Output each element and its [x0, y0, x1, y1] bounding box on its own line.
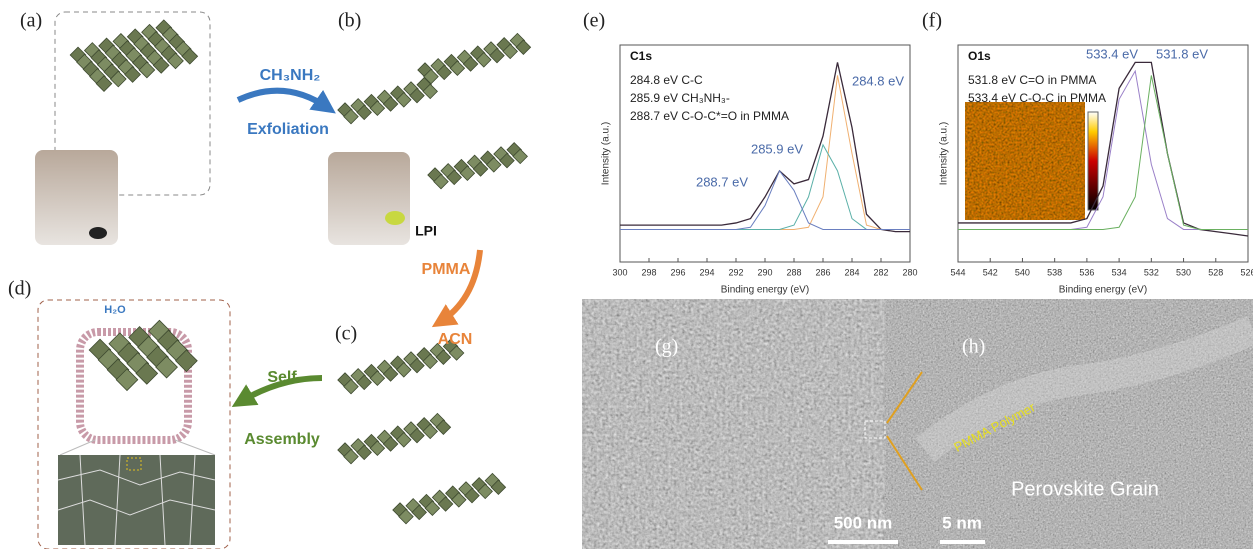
x-tick-label: 296 — [670, 267, 685, 277]
x-axis-label: Binding energy (eV) — [1059, 285, 1147, 296]
x-tick-label: 538 — [1047, 267, 1062, 277]
panel-label: (b) — [338, 10, 361, 32]
x-tick-label: 284 — [844, 267, 859, 277]
micrograph-label: 5 nm — [942, 513, 982, 532]
panel-label: (e) — [583, 10, 605, 32]
x-axis-label: Binding energy (eV) — [721, 285, 809, 296]
scale-bar — [940, 540, 985, 544]
page: (a) (b) (c) (d) (e) (f) (g) (h) CH₃NH₂ Exfoliatio… — [0, 0, 1253, 549]
schematic-label: ACN — [438, 331, 473, 348]
schematic-label: Assembly — [244, 431, 320, 448]
series-line — [620, 145, 910, 230]
panel-label: (h) — [962, 336, 985, 358]
micrograph-label: Perovskite Grain — [1011, 478, 1159, 500]
text-box-title: C1s — [630, 49, 652, 63]
x-tick-label: 540 — [1015, 267, 1030, 277]
inset-map — [975, 112, 1075, 210]
grain-image — [58, 455, 215, 545]
figure: (a) (b) (c) (d) (e) (f) (g) (h) CH₃NH₂ Exfoliatio… — [0, 0, 1253, 549]
y-axis-label: Intensity (a.u.) — [601, 122, 612, 185]
y-axis-label: Intensity (a.u.) — [939, 122, 950, 185]
x-tick-label: 542 — [983, 267, 998, 277]
schematic-label: Exfoliation — [247, 121, 329, 138]
x-tick-label: 290 — [757, 267, 772, 277]
x-tick-label: 544 — [950, 267, 965, 277]
text-box-line: 288.7 eV C-O-C*=O in PMMA — [630, 109, 789, 123]
solution — [385, 211, 405, 225]
peak-annotation: 533.4 eV — [1086, 46, 1138, 61]
x-tick-label: 292 — [728, 267, 743, 277]
schematic-label: H₂O — [104, 304, 126, 316]
x-tick-label: 534 — [1112, 267, 1127, 277]
peak-annotation: 288.7 eV — [696, 174, 748, 189]
x-tick-label: 298 — [641, 267, 656, 277]
x-tick-label: 528 — [1208, 267, 1223, 277]
text-box-line: 284.8 eV C-C — [630, 73, 703, 87]
x-tick-label: 530 — [1176, 267, 1191, 277]
panel-label: (g) — [655, 336, 678, 358]
text-box-line: 533.4 eV C-O-C in PMMA — [968, 91, 1106, 105]
x-tick-label: 280 — [902, 267, 917, 277]
schematic-label: LPI — [415, 223, 437, 239]
peak-annotation: 285.9 eV — [751, 141, 803, 156]
panel-label: (d) — [8, 278, 31, 300]
x-tick-label: 300 — [612, 267, 627, 277]
text-box-line: 531.8 eV C=O in PMMA — [968, 73, 1096, 87]
x-tick-label: 286 — [815, 267, 830, 277]
micrograph-label: 500 nm — [834, 513, 893, 532]
peak-annotation: 531.8 eV — [1156, 46, 1208, 61]
panel-label: (f) — [922, 10, 942, 32]
x-tick-label: 536 — [1079, 267, 1094, 277]
series-line — [620, 171, 910, 230]
panel-label: (c) — [335, 323, 357, 345]
peak-annotation: 284.8 eV — [852, 73, 904, 88]
text-box-title: O1s — [968, 49, 991, 63]
schematic-label: Self — [267, 369, 297, 386]
x-tick-label: 288 — [786, 267, 801, 277]
panel-label: (a) — [20, 10, 42, 32]
vial-photo — [328, 152, 410, 245]
x-tick-label: 532 — [1144, 267, 1159, 277]
arrow — [238, 91, 328, 108]
text-box-line: 285.9 eV CH₃NH₃- — [630, 91, 730, 105]
x-tick-label: 526 — [1240, 267, 1253, 277]
x-tick-label: 294 — [699, 267, 714, 277]
x-tick-label: 282 — [873, 267, 888, 277]
schematic-label: CH₃NH₂ — [260, 67, 321, 84]
color-bar — [1088, 112, 1098, 210]
schematic-label: PMMA — [422, 261, 471, 278]
scale-bar — [828, 540, 898, 544]
powder — [89, 227, 107, 239]
